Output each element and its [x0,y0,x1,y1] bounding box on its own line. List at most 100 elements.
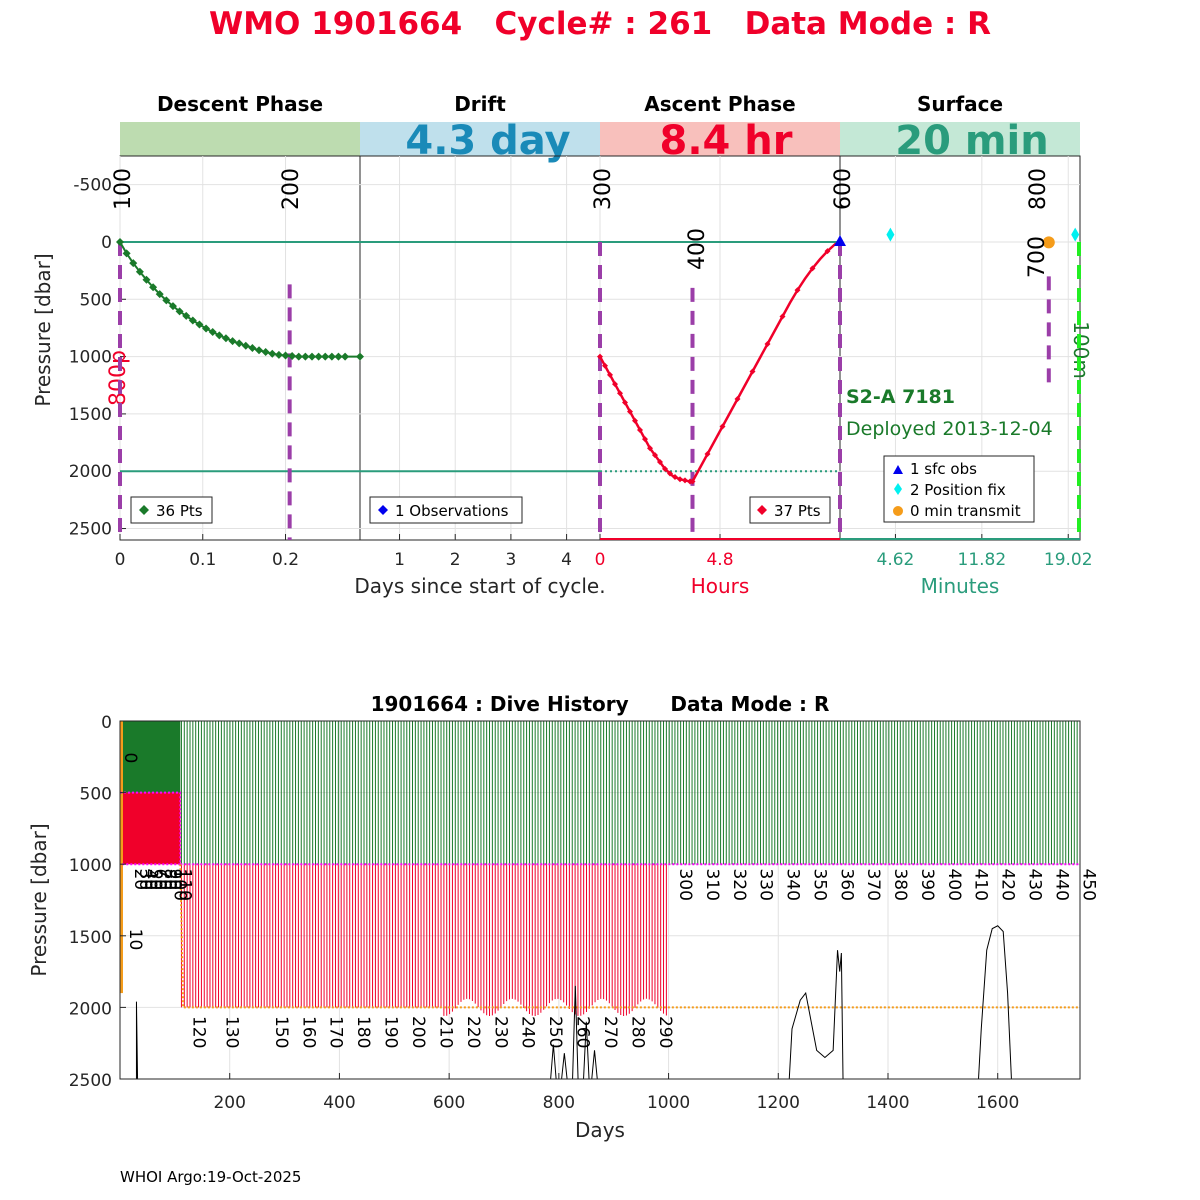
top-xtick-label: 3 [505,550,516,570]
history-cycle-label-park: 440 [1051,868,1071,900]
descent-point [182,311,191,320]
history-cycle-label-early: 40 [140,868,160,890]
position-fix-marker [886,227,895,242]
history-cycle-label-early: 60 [150,868,170,890]
history-cycle-label-park: 400 [944,868,964,900]
history-cycle-label-deep: 230 [490,1016,510,1048]
top-xtick-label: 4.8 [706,550,733,570]
ascent-point [622,399,628,406]
history-cycle-label-park: 430 [1024,868,1044,900]
ascent-point [607,371,613,378]
descent-point [288,352,297,361]
history-cycle-label-deep: 170 [326,1016,346,1048]
descent-point [175,307,184,316]
history-cycle-label-park: 350 [809,868,829,900]
top-xtick-label: 1 [394,550,405,570]
surface-legend-transmit: 0 min transmit [910,502,1021,520]
history-xtick-label: 400 [323,1093,355,1113]
top-ytick-label: 0 [101,233,112,253]
descent-point [281,351,290,360]
ascent-point [597,353,603,360]
history-cycle-label-park: 380 [890,868,910,900]
descent-legend: 36 Pts [130,496,213,524]
top-ytick-label: 2500 [69,520,112,540]
cycle-annotation: 200 [279,168,304,210]
cycle-panel: Descent Phase Drift Ascent Phase Surface… [31,92,1093,598]
ascent-point [647,445,653,452]
profile-depth-trace [179,864,1080,1009]
history-cycle-label-early: 70 [155,868,175,890]
top-ytick-label: -500 [73,176,112,196]
descent-point [228,337,237,346]
history-cycle-label-deep: 180 [353,1016,373,1048]
descent-point [334,352,343,361]
history-cycle-label-deep: 190 [381,1016,401,1048]
surface-bar [840,122,1080,156]
top-xtick-label: 4.62 [877,550,915,570]
early-park-outline [120,791,182,866]
footer: WHOI Argo:19-Oct-2025 [120,1168,301,1186]
drift-duration: 4.3 day [405,118,570,164]
xlabel-days: Days since start of cycle. [354,574,605,598]
ascent-point [749,368,756,375]
history-xtick-label: 1600 [976,1093,1019,1113]
top-ytick-label: 1000 [69,348,112,368]
descent-point [162,296,171,305]
history-cycle-label-early: 80 [160,868,180,890]
xlabel-hours: Hours [691,574,750,598]
float-deployed: Deployed 2013-12-04 [846,418,1053,440]
descent-point [327,352,336,361]
cycle-annotation: 700 [1025,236,1050,278]
ascent-point [652,452,658,459]
ascent-point [779,313,786,320]
history-xlabel: Days [575,1118,625,1142]
descent-point [215,331,224,340]
descent-point [129,259,138,268]
history-cycle-label-deep: 280 [627,1016,647,1048]
ascent-point [689,478,696,485]
history-cycle-label-deep: 270 [600,1016,620,1048]
descent-point [248,344,257,352]
drift-legend: 1 Observations [369,496,523,524]
history-cycle-label-deep: 290 [655,1016,675,1048]
descent-point [261,348,270,357]
ascent-point [667,470,673,477]
surface-legend-fix: 2 Position fix [910,481,1006,499]
top-xtick-label: 2 [450,550,461,570]
history-ytick-label: 2000 [69,999,112,1019]
history-cycle-label-park: 370 [863,868,883,900]
ascent-point [632,417,638,424]
history-cycle-label-deep: 120 [189,1016,209,1048]
history-ytick-label: 1500 [69,928,112,948]
ascent-point [734,396,741,403]
top-ytick-label: 500 [80,290,112,310]
history-cycle-label-park: 450 [1078,868,1098,900]
cycle-annotation: 400 [685,228,710,270]
ascent-point [809,265,816,272]
bathymetry-trace [135,1001,139,1080]
top-xtick-label: 4 [561,550,572,570]
history-cycle-label-park: 340 [783,868,803,900]
history-cycle-label-early: 10 [125,929,145,951]
descent-point [321,352,330,361]
drift-legend-text: 1 Observations [395,502,509,520]
ascent-point [662,465,668,472]
top-ylabel: Pressure [dbar] [31,253,55,406]
top-xtick-label: 19.02 [1044,550,1093,570]
history-cycle-label-early: 90 [165,868,185,890]
phase-ascent-label: Ascent Phase [644,92,795,116]
cycle-annotation: 600 [831,168,856,210]
ascent-point [612,381,618,388]
history-cycle-label-deep: 260 [573,1016,593,1048]
history-xtick-label: 1400 [866,1093,909,1113]
history-cycle-label-early: 50 [145,868,165,890]
surface-obs-marker [834,234,846,246]
descent-point [122,249,131,258]
surface-legend: 1 sfc obs 2 Position fix 0 min transmit [883,455,1035,523]
history-ytick-label: 0 [101,713,112,733]
history-cycle-label-early: 30 [135,868,155,890]
history-cycle-label-early: 0 [120,753,140,764]
early-descent-block [120,721,181,793]
descent-point [116,237,124,246]
history-xtick-label: 200 [213,1093,245,1113]
